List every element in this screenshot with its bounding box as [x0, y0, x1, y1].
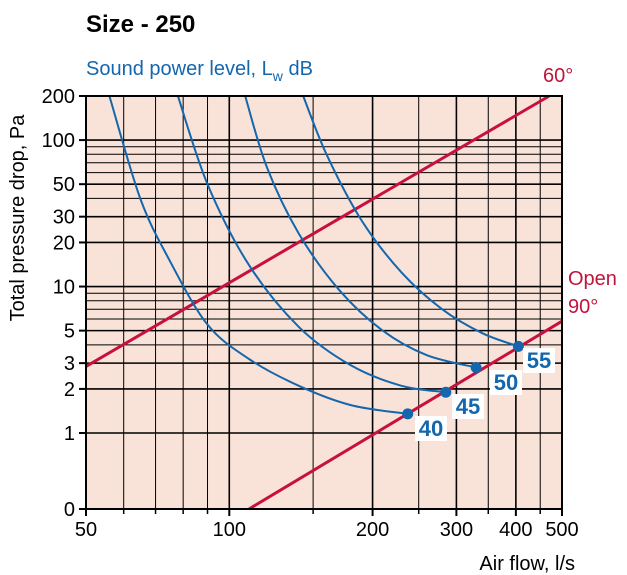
y-tick-label: 30: [53, 207, 75, 229]
series-curve: [244, 95, 477, 369]
series-end-point: [440, 386, 452, 398]
chart-subtitle-suffix: dB: [283, 58, 313, 80]
y-tick-label: 3: [64, 353, 75, 375]
series-end-point: [402, 408, 414, 420]
x-tick-label: 500: [545, 519, 578, 541]
plot-content: 60° Open 90° 40 45 50 55: [85, 65, 617, 511]
damper-line: [85, 94, 550, 368]
y-tick-label: 200: [42, 86, 75, 108]
series-end-point: [470, 362, 482, 373]
y-tick-label: 10: [53, 277, 75, 299]
series-label: 55: [527, 348, 551, 373]
x-tick-label: 50: [75, 519, 97, 541]
series-label: 50: [494, 370, 518, 395]
y-tick-label: 20: [53, 232, 75, 254]
x-tick-label: 100: [213, 519, 246, 541]
series-curve: [108, 95, 408, 415]
x-axis-label: Air flow, l/s: [479, 553, 575, 575]
plot-frame: [85, 95, 563, 510]
chart-subtitle-text: Sound power level, L: [86, 58, 273, 80]
y-tick-label: 5: [64, 321, 75, 343]
x-tick-label: 400: [499, 519, 532, 541]
chart-subtitle: Sound power level, Lw dB: [86, 58, 313, 84]
chart-subtitle-subscript: w: [272, 68, 284, 84]
series-label-background: [490, 370, 522, 395]
damper-label: 90°: [568, 296, 598, 318]
x-tick-label: 200: [356, 519, 389, 541]
series-label-background: [452, 394, 484, 419]
series-label: 40: [419, 416, 443, 441]
tick-labels: 50 100 200 300 400 500 0 1 2 3 5 10 20 30 50 100 200: [42, 86, 579, 541]
damper-label: 60°: [543, 65, 573, 87]
y-tick-label: 50: [53, 174, 75, 196]
series-label: 45: [456, 394, 480, 419]
plot-background: [86, 96, 562, 509]
series-curve: [176, 95, 446, 394]
y-tick-label: 100: [42, 130, 75, 152]
series-curve: [302, 95, 519, 348]
y-tick-label: 0: [64, 499, 75, 521]
x-tick-label: 300: [440, 519, 473, 541]
series-label-background: [415, 416, 447, 441]
y-tick-label: 1: [64, 423, 75, 445]
y-axis-label: Total pressure drop, Pa: [7, 114, 29, 322]
damper-label: Open: [568, 268, 617, 290]
y-tick-label: 2: [64, 379, 75, 401]
series-end-point: [512, 340, 524, 352]
chart-title: Size - 250: [86, 11, 195, 38]
series-label-background: [523, 348, 555, 373]
